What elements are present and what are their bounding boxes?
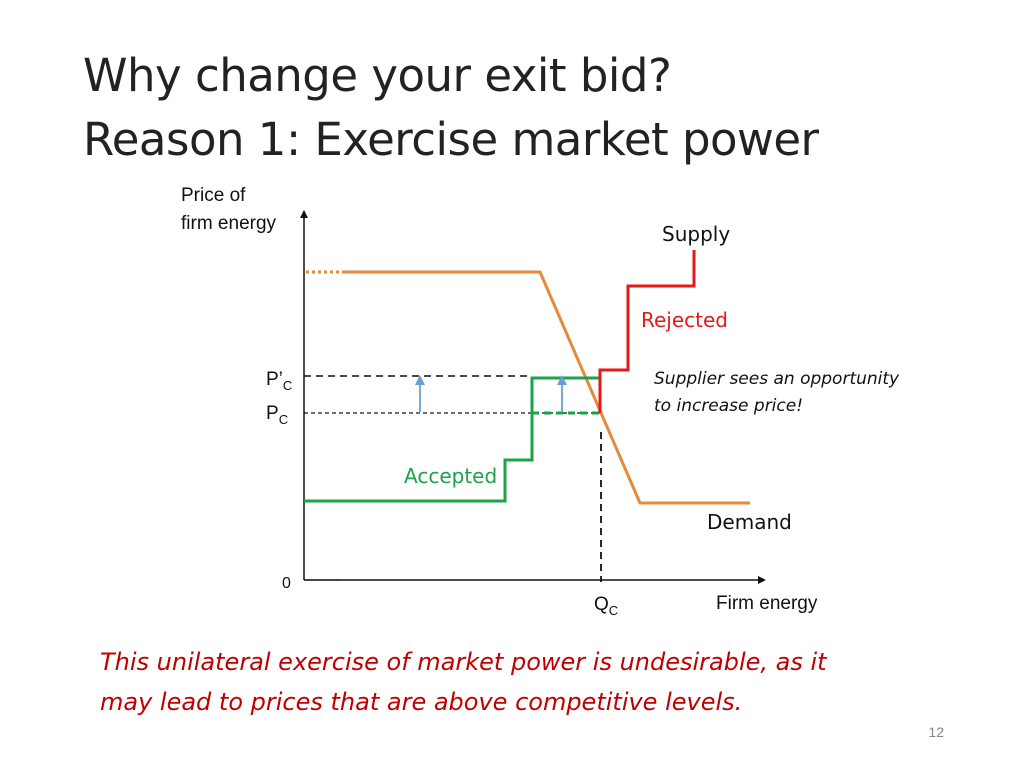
origin-label: 0 [282, 575, 291, 592]
accepted-supply-steps [304, 376, 600, 503]
supply-label: Supply [662, 222, 730, 246]
note-line-2: to increase price! [654, 396, 803, 416]
x-axis-label: Firm energy [716, 593, 818, 614]
supplier-opportunity-note: Supplier sees an opportunity to increase… [654, 369, 905, 416]
title-line-2: Reason 1: Exercise market power [83, 113, 819, 166]
p-c-main: P [266, 403, 279, 424]
q-c-label: QC [594, 594, 618, 618]
y-axis-label-line-1: Price of [181, 185, 246, 206]
demand-curve [342, 270, 750, 505]
q-c-subscript: C [609, 603, 618, 618]
rejected-label: Rejected [641, 308, 728, 332]
rejected-supply-steps [598, 250, 696, 413]
page-number: 12 [928, 724, 944, 740]
demand-label: Demand [707, 510, 792, 534]
slide-caption: This unilateral exercise of market power… [100, 642, 960, 722]
p-prime-c-label: P’C [266, 369, 292, 393]
q-c-main: Q [594, 594, 609, 615]
y-axis-label-line-2: firm energy [181, 213, 277, 234]
y-axis-label: Price of firm energy [181, 185, 277, 234]
slide-title: Why change your exit bid? Reason 1: Exer… [83, 44, 819, 172]
p-prime-c-main: P’ [266, 369, 283, 390]
caption-line-1: This unilateral exercise of market power… [100, 648, 827, 676]
accepted-label: Accepted [404, 464, 497, 488]
p-prime-c-subscript: C [283, 378, 292, 393]
p-c-label: PC [266, 403, 288, 427]
caption-line-2: may lead to prices that are above compet… [100, 688, 743, 716]
p-c-subscript: C [279, 412, 288, 427]
note-line-1: Supplier sees an opportunity [654, 369, 900, 389]
title-line-1: Why change your exit bid? [83, 49, 672, 102]
